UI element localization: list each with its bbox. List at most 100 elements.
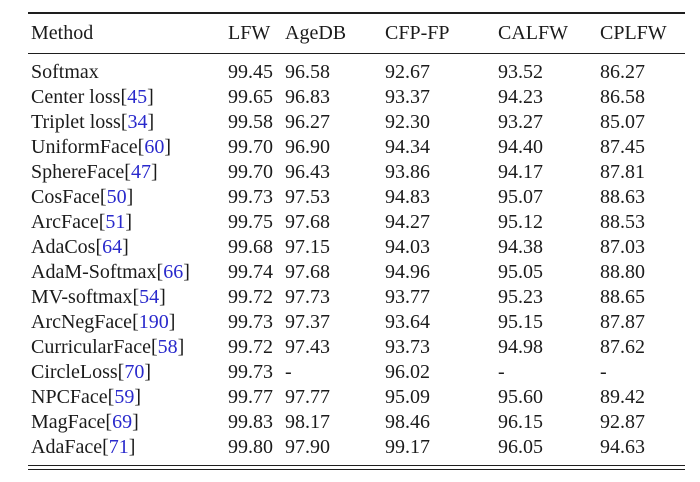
- value-cell: 94.83: [385, 186, 430, 208]
- value-cell: 94.17: [498, 161, 543, 183]
- citation-link[interactable]: 70: [124, 361, 145, 383]
- method-name: AdaFace: [31, 436, 103, 458]
- value-cell: 99.75: [228, 211, 273, 233]
- value-cell: 89.42: [600, 386, 645, 408]
- header-row: Method LFW AgeDB CFP-FP CALFW CPLFW: [28, 13, 685, 54]
- value-cell: 93.73: [385, 336, 430, 358]
- value-cell: 93.37: [385, 86, 430, 108]
- value-cell: 94.27: [385, 211, 430, 233]
- method-cell: ArcNegFace[190]: [31, 311, 176, 333]
- value-cell: 96.27: [285, 111, 330, 133]
- table-row: Triplet loss[34] 99.58 96.27 92.30 93.27 85.0…: [28, 110, 685, 135]
- value-cell: 94.03: [385, 236, 430, 258]
- table-body: Softmax 99.45 96.58 92.67 93.52 86.27 Center l…: [28, 54, 685, 466]
- value-cell: 87.03: [600, 236, 645, 258]
- citation-link[interactable]: 47: [130, 161, 151, 183]
- value-cell: 95.05: [498, 261, 543, 283]
- value-cell: 95.09: [385, 386, 430, 408]
- value-cell: 96.02: [385, 361, 430, 383]
- method-cell: CircleLoss[70]: [31, 361, 151, 383]
- value-cell: 86.58: [600, 86, 645, 108]
- value-cell: 94.34: [385, 136, 430, 158]
- method-cell: ArcFace[51]: [31, 211, 133, 233]
- value-cell: 97.68: [285, 261, 330, 283]
- value-cell: 94.96: [385, 261, 430, 283]
- method-name: SphereFace: [31, 161, 125, 183]
- benchmark-table-container: Method LFW AgeDB CFP-FP CALFW CPLFW Softmax 99…: [28, 12, 685, 470]
- citation-link[interactable]: 190: [138, 311, 169, 333]
- value-cell: 92.30: [385, 111, 430, 133]
- value-cell: 87.62: [600, 336, 645, 358]
- column-header-cplfw: CPLFW: [600, 13, 685, 54]
- value-cell: 99.72: [228, 286, 273, 308]
- value-cell: 99.58: [228, 111, 273, 133]
- method-cell: Center loss[45]: [31, 86, 154, 108]
- value-cell: 97.53: [285, 186, 330, 208]
- value-cell: 97.90: [285, 436, 330, 458]
- table-row: SphereFace[47] 99.70 96.43 93.86 94.17 87.81: [28, 160, 685, 185]
- value-cell: 96.83: [285, 86, 330, 108]
- column-header-method: Method: [28, 13, 228, 54]
- method-name: Triplet loss: [31, 111, 121, 133]
- value-cell: 94.98: [498, 336, 543, 358]
- citation-link[interactable]: 58: [157, 336, 178, 358]
- table-bottom-rule: [28, 465, 685, 470]
- value-cell: 87.81: [600, 161, 645, 183]
- citation-link[interactable]: 59: [114, 386, 135, 408]
- value-cell: 99.45: [228, 61, 273, 83]
- value-cell: 99.80: [228, 436, 273, 458]
- method-cell: AdaCos[64]: [31, 236, 129, 258]
- value-cell: 88.80: [600, 261, 645, 283]
- column-header-agedb: AgeDB: [285, 13, 385, 54]
- value-cell: 99.83: [228, 411, 273, 433]
- value-cell: 99.72: [228, 336, 273, 358]
- table-row: AdaM-Softmax[66] 99.74 97.68 94.96 95.05 88.8…: [28, 260, 685, 285]
- value-cell: 97.15: [285, 236, 330, 258]
- value-cell: 97.43: [285, 336, 330, 358]
- citation-link[interactable]: 69: [112, 411, 133, 433]
- citation-link[interactable]: 34: [127, 111, 148, 133]
- value-cell: 93.52: [498, 61, 543, 83]
- citation-link[interactable]: 50: [106, 186, 127, 208]
- value-cell: 87.87: [600, 311, 645, 333]
- value-cell: 93.27: [498, 111, 543, 133]
- value-cell: 96.58: [285, 61, 330, 83]
- value-cell: 88.63: [600, 186, 645, 208]
- value-cell: 94.63: [600, 436, 645, 458]
- method-cell: CosFace[50]: [31, 186, 134, 208]
- table-row: MagFace[69] 99.83 98.17 98.46 96.15 92.87: [28, 410, 685, 435]
- citation-link[interactable]: 51: [105, 211, 126, 233]
- value-cell: 96.15: [498, 411, 543, 433]
- method-cell: MV-softmax[54]: [31, 286, 166, 308]
- value-cell: 99.65: [228, 86, 273, 108]
- citation-link[interactable]: 71: [108, 436, 129, 458]
- citation-link[interactable]: 64: [102, 236, 123, 258]
- method-cell: MagFace[69]: [31, 411, 139, 433]
- method-name: CurricularFace: [31, 336, 151, 358]
- value-cell: 98.46: [385, 411, 430, 433]
- method-name: ArcFace: [31, 211, 99, 233]
- method-name: NPCFace: [31, 386, 108, 408]
- value-cell: 96.05: [498, 436, 543, 458]
- method-name: UniformFace: [31, 136, 138, 158]
- citation-link[interactable]: 60: [144, 136, 165, 158]
- method-name: Center loss: [31, 86, 121, 108]
- value-cell: 95.23: [498, 286, 543, 308]
- column-header-calfw: CALFW: [498, 13, 600, 54]
- citation-link[interactable]: 54: [139, 286, 160, 308]
- value-cell: 99.77: [228, 386, 273, 408]
- table-row: UniformFace[60] 99.70 96.90 94.34 94.40 87.45: [28, 135, 685, 160]
- citation-link[interactable]: 45: [127, 86, 148, 108]
- method-name: CircleLoss: [31, 361, 118, 383]
- value-cell: 94.40: [498, 136, 543, 158]
- value-cell: 95.15: [498, 311, 543, 333]
- value-cell: -: [285, 361, 292, 383]
- value-cell: 99.70: [228, 136, 273, 158]
- table-row: CosFace[50] 99.73 97.53 94.83 95.07 88.63: [28, 185, 685, 210]
- value-cell: 99.17: [385, 436, 430, 458]
- method-cell: NPCFace[59]: [31, 386, 142, 408]
- citation-link[interactable]: 66: [163, 261, 184, 283]
- column-header-cfp-fp: CFP-FP: [385, 13, 498, 54]
- table-row: ArcNegFace[190] 99.73 97.37 93.64 95.15 87.87: [28, 310, 685, 335]
- value-cell: -: [600, 361, 607, 383]
